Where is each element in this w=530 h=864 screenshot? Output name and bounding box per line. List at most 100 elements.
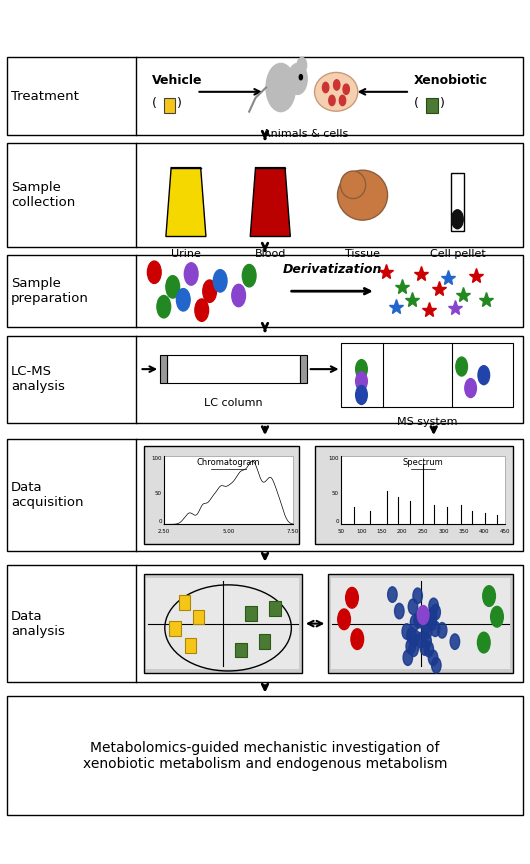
Text: Metabolomics-guided mechanistic investigation of
xenobiotic metabolism and endog: Metabolomics-guided mechanistic investig…	[83, 740, 447, 771]
Ellipse shape	[340, 171, 366, 199]
Polygon shape	[166, 168, 206, 237]
Bar	[7, 696, 523, 816]
Circle shape	[414, 613, 423, 628]
Bar	[426, 98, 438, 113]
Bar	[7, 143, 523, 247]
Text: Data
acquisition: Data acquisition	[11, 481, 83, 509]
Bar	[7, 256, 523, 327]
Bar	[167, 355, 300, 383]
Bar	[164, 98, 175, 113]
Text: Derivatization: Derivatization	[283, 263, 382, 276]
Text: 50: 50	[332, 491, 339, 496]
Text: 100: 100	[356, 530, 367, 535]
Circle shape	[417, 606, 429, 625]
Circle shape	[356, 359, 367, 378]
Text: 100: 100	[328, 455, 339, 461]
Circle shape	[242, 264, 256, 287]
Circle shape	[299, 74, 303, 79]
Text: 7.50: 7.50	[287, 530, 299, 535]
Text: 2.50: 2.50	[158, 530, 170, 535]
Circle shape	[195, 299, 209, 321]
Text: (: (	[152, 97, 156, 110]
Bar	[185, 638, 197, 653]
Text: Tissue: Tissue	[345, 249, 380, 258]
Circle shape	[422, 633, 431, 649]
Circle shape	[214, 270, 227, 292]
Text: 350: 350	[458, 530, 469, 535]
Circle shape	[333, 79, 340, 90]
Circle shape	[203, 280, 216, 302]
Text: 50: 50	[337, 530, 344, 535]
Bar	[341, 343, 513, 407]
Circle shape	[483, 586, 496, 607]
Text: 5.00: 5.00	[223, 530, 235, 535]
Circle shape	[437, 623, 447, 638]
Bar	[193, 610, 205, 625]
Circle shape	[421, 619, 430, 634]
Circle shape	[406, 638, 416, 654]
Circle shape	[346, 588, 358, 608]
Circle shape	[288, 63, 307, 94]
Circle shape	[407, 627, 416, 643]
Circle shape	[422, 623, 432, 638]
Bar	[7, 335, 523, 423]
Text: LC-MS
analysis: LC-MS analysis	[11, 365, 65, 393]
Bar	[451, 173, 464, 232]
Circle shape	[403, 650, 412, 665]
Text: 450: 450	[500, 530, 510, 535]
Circle shape	[394, 603, 404, 619]
Circle shape	[184, 263, 198, 285]
Circle shape	[428, 607, 437, 623]
Bar	[7, 566, 523, 682]
Circle shape	[430, 621, 440, 637]
Circle shape	[431, 605, 440, 620]
Circle shape	[338, 609, 350, 630]
Bar	[179, 595, 190, 610]
Text: (: (	[414, 97, 419, 110]
Bar	[144, 446, 299, 544]
Circle shape	[424, 641, 434, 657]
Bar	[245, 607, 257, 621]
Text: Sample
collection: Sample collection	[11, 181, 75, 209]
Circle shape	[266, 63, 296, 111]
Circle shape	[147, 261, 161, 283]
Circle shape	[410, 614, 420, 630]
Bar	[7, 439, 523, 551]
Text: Blood: Blood	[254, 249, 286, 258]
Circle shape	[420, 639, 429, 655]
Circle shape	[329, 95, 335, 105]
Circle shape	[478, 632, 490, 653]
Circle shape	[465, 378, 476, 397]
Text: 300: 300	[438, 530, 448, 535]
Text: Data
analysis: Data analysis	[11, 610, 65, 638]
Text: Animals & cells: Animals & cells	[263, 129, 348, 139]
Bar	[300, 355, 307, 383]
Circle shape	[166, 276, 180, 298]
Text: 200: 200	[397, 530, 408, 535]
Text: Xenobiotic: Xenobiotic	[414, 74, 488, 87]
Circle shape	[297, 57, 307, 73]
Text: LC column: LC column	[204, 398, 263, 409]
Bar	[315, 446, 513, 544]
Circle shape	[343, 84, 349, 94]
Bar	[269, 601, 281, 616]
Circle shape	[456, 357, 467, 376]
Circle shape	[356, 372, 367, 391]
Circle shape	[387, 587, 397, 602]
Circle shape	[413, 588, 422, 604]
Text: ): )	[177, 97, 182, 110]
Text: Treatment: Treatment	[11, 90, 79, 103]
Bar	[144, 574, 302, 673]
Circle shape	[491, 607, 504, 627]
Text: 100: 100	[152, 455, 162, 461]
Text: 0: 0	[158, 519, 162, 524]
Circle shape	[427, 615, 437, 631]
Circle shape	[478, 365, 490, 384]
Circle shape	[232, 284, 245, 307]
Text: Cell pellet: Cell pellet	[429, 249, 485, 258]
Bar	[259, 634, 270, 649]
Text: 250: 250	[418, 530, 428, 535]
Text: 0: 0	[335, 519, 339, 524]
Text: ): )	[440, 97, 445, 110]
Text: Urine: Urine	[171, 249, 201, 258]
